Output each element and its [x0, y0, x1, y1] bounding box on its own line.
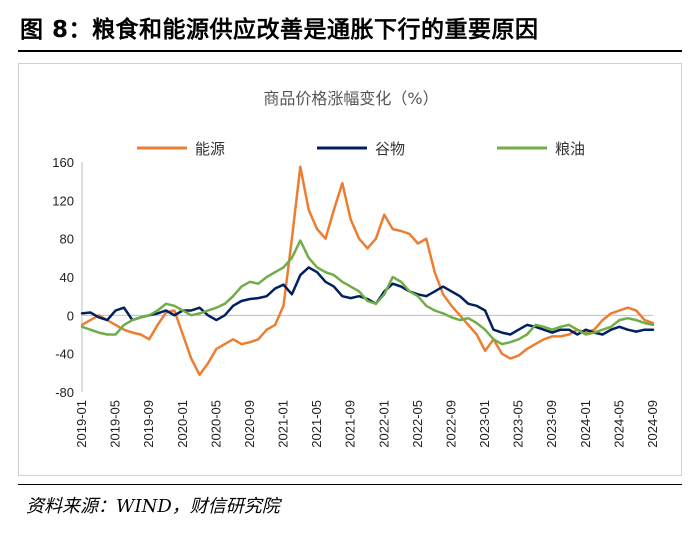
source-rule: [18, 484, 682, 485]
title-rule: [18, 50, 682, 52]
legend-label: 能源: [195, 140, 225, 158]
x-tick-label: 2020-01: [175, 400, 190, 448]
x-tick-label: 2019-05: [108, 400, 123, 448]
source-note: 资料来源：WIND，财信研究院: [26, 496, 280, 517]
chart-title: 商品价格涨幅变化（%）: [263, 89, 438, 108]
y-tick-label: 120: [52, 193, 74, 208]
x-tick-label: 2022-09: [443, 400, 458, 448]
x-tick-label: 2024-09: [645, 400, 660, 448]
chart-frame: 商品价格涨幅变化（%） 能源 谷物 粮油 -80 -40 0 40 80 120 160 201…: [18, 63, 682, 476]
y-tick-label: 160: [52, 155, 74, 170]
x-tick-label: 2020-09: [242, 400, 257, 448]
x-tick-label: 2019-01: [74, 400, 89, 448]
y-tick-label: 40: [60, 270, 74, 285]
x-tick-label: 2020-05: [208, 400, 223, 448]
legend: 能源 谷物 粮油: [137, 140, 585, 158]
series-line-粮油: [80, 239, 655, 346]
plot-area: [80, 165, 655, 377]
y-tick-label: -40: [55, 347, 74, 362]
y-tick-label: 80: [60, 232, 74, 247]
y-axis: -80 -40 0 40 80 120 160: [52, 155, 83, 400]
x-tick-label: 2021-05: [309, 400, 324, 448]
series-line-能源: [80, 165, 655, 377]
x-tick-label: 2023-01: [477, 400, 492, 448]
x-tick-label: 2023-09: [544, 400, 559, 448]
x-tick-label: 2019-09: [141, 400, 156, 448]
x-tick-label: 2023-05: [511, 400, 526, 448]
x-tick-label: 2021-01: [276, 400, 291, 448]
series-line-谷物: [80, 266, 655, 336]
y-tick-label: -80: [55, 385, 74, 400]
legend-label: 粮油: [555, 140, 585, 158]
line-chart: 商品价格涨幅变化（%） 能源 谷物 粮油 -80 -40 0 40 80 120 160 201…: [52, 89, 660, 448]
x-tick-label: 2024-01: [578, 400, 593, 448]
x-axis: 2019-01 2019-05 2019-09 2020-01 2020-05 2020-…: [74, 314, 660, 448]
x-tick-label: 2024-05: [611, 400, 626, 448]
x-tick-label: 2022-05: [410, 400, 425, 448]
figure-title: 图 8：粮食和能源供应改善是通胀下行的重要原因: [20, 17, 539, 43]
legend-label: 谷物: [375, 140, 405, 158]
y-tick-label: 0: [67, 308, 74, 323]
x-tick-label: 2021-09: [343, 400, 358, 448]
x-tick-label: 2022-01: [376, 400, 391, 448]
